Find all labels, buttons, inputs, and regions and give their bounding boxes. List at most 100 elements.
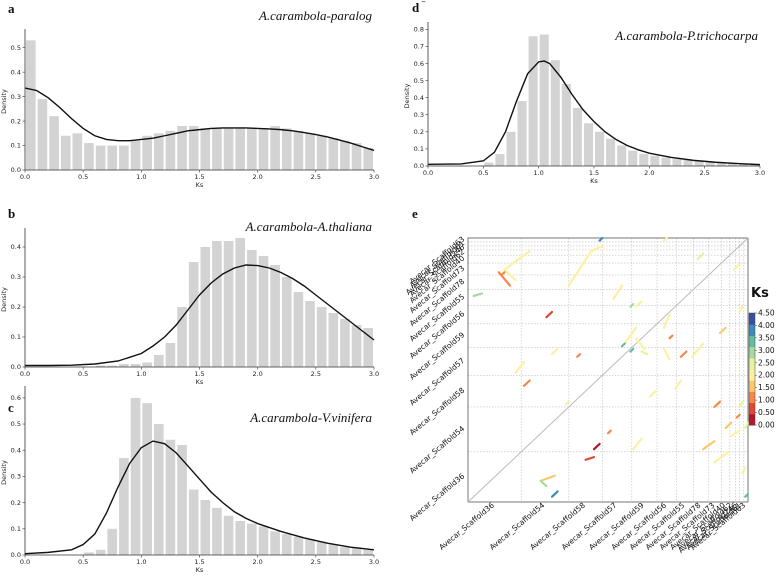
x-tick-label: 0.5 — [78, 173, 88, 181]
histogram-bar — [539, 34, 549, 166]
synteny-segment — [674, 379, 682, 390]
histogram-bar — [316, 135, 327, 170]
colorbar-tick-label: 1.00 — [758, 396, 775, 405]
synteny-segment — [713, 450, 730, 464]
x-axis-label: Ks — [590, 177, 598, 185]
synteny-segment — [713, 400, 722, 409]
synteny-segment — [584, 456, 596, 461]
synteny-segment — [598, 236, 604, 242]
histogram-bar — [506, 131, 516, 166]
histogram-bar — [165, 130, 176, 170]
synteny-segment — [738, 305, 744, 314]
histogram-bar — [223, 241, 234, 367]
histogram-bar — [188, 489, 199, 555]
x-axis-label: Ks — [196, 181, 204, 189]
histogram-bar — [528, 36, 538, 166]
histogram-bar — [200, 500, 211, 555]
synteny-segment — [503, 250, 531, 271]
histogram-bar — [177, 125, 187, 170]
x-axis-label: Ks — [196, 378, 204, 386]
synteny-segment — [679, 350, 688, 358]
histogram-bar — [617, 145, 627, 166]
diagonal-line — [467, 237, 749, 503]
plot-frame — [467, 237, 749, 503]
histogram-bar — [340, 140, 350, 170]
histogram-bar — [177, 445, 187, 555]
y-tick-label: 0.1 — [414, 145, 424, 153]
y-axis-label: Density — [0, 460, 8, 485]
synteny-segment — [668, 334, 674, 340]
histogram-bar — [270, 531, 280, 555]
histogram-bar — [212, 128, 222, 170]
x-tick-label: 2.5 — [311, 173, 321, 181]
x-tick-label: 1.5 — [194, 370, 204, 378]
histogram-bar — [628, 150, 638, 166]
x-tick-label: 1.5 — [589, 169, 599, 177]
synteny-segment — [620, 342, 626, 348]
histogram-bar — [293, 536, 304, 555]
x-tick-label: 3.0 — [369, 558, 379, 566]
colorbar-tick-label: 3.50 — [758, 333, 775, 342]
histogram-bar — [661, 157, 671, 166]
panel-label: d — [412, 0, 420, 15]
histogram-bar — [705, 161, 715, 166]
synteny-segment — [634, 300, 643, 308]
histogram-bar — [749, 164, 759, 166]
histogram-bar — [107, 365, 118, 367]
histogram-bar — [258, 256, 269, 367]
colorbar-tick-label: 2.00 — [758, 371, 775, 380]
panel-b-ks-density: b A.carambola-A.thaliana 0.0 0.5 1.0 1.5 2.0 2.… — [0, 206, 379, 386]
colorbar-tick-label: 4.50 — [758, 309, 775, 318]
y-tick-label: 0.2 — [11, 303, 21, 311]
x-tick-label: 2.5 — [311, 558, 321, 566]
synteny-segment — [567, 250, 593, 287]
x-tick-label: 2.5 — [311, 370, 321, 378]
x-tick-label: 3.0 — [369, 173, 379, 181]
histogram-bar — [95, 365, 106, 367]
x-tick-label: 0.5 — [478, 169, 488, 177]
y-tick-label: 0.4 — [11, 446, 21, 454]
histogram-bar — [37, 99, 48, 170]
synteny-segment — [629, 302, 635, 308]
histogram-bar — [142, 403, 152, 555]
histogram-bar — [212, 241, 222, 367]
histogram-bar — [107, 145, 118, 170]
synteny-segment — [702, 440, 716, 451]
histogram-bar — [363, 147, 373, 170]
y-axis-label: Density — [0, 89, 8, 114]
synteny-segment — [640, 350, 649, 356]
x-tick-label: 1.0 — [533, 169, 543, 177]
histogram-bar — [328, 313, 339, 367]
synteny-segment — [732, 263, 741, 271]
y-tick-label: 0.4 — [414, 94, 424, 102]
histogram-bar — [26, 40, 36, 171]
colorbar-segment — [749, 413, 755, 426]
x-tick-label: 1.0 — [136, 558, 146, 566]
synteny-segment — [735, 413, 741, 419]
x-tick-label: 1.0 — [136, 370, 146, 378]
histogram-bar — [281, 128, 292, 170]
synteny-segment — [590, 244, 604, 253]
histogram-bar — [235, 520, 246, 555]
panel-label: b — [8, 206, 15, 221]
histogram-bar — [316, 541, 327, 555]
synteny-segment — [539, 474, 556, 482]
y-tick-label: 0.8 — [414, 26, 424, 34]
panel-title: A.carambola-A.thaliana — [245, 219, 373, 234]
synteny-segment — [744, 492, 750, 498]
histogram-bar — [270, 125, 280, 170]
x-tick-label: 0.5 — [78, 558, 88, 566]
synteny-segment — [690, 342, 705, 358]
histogram-bar — [694, 160, 704, 166]
y-tick-label: 0.0 — [11, 551, 21, 559]
colorbar-tick-label: 2.50 — [758, 358, 775, 367]
synteny-segment — [718, 326, 727, 335]
histogram-bar — [495, 154, 505, 166]
y-tick-label: 0.1 — [11, 333, 21, 341]
density-curve — [25, 264, 375, 367]
histogram-bar — [583, 123, 593, 166]
histogram-bar — [165, 343, 176, 367]
y-tick-label: 0.1 — [11, 142, 21, 150]
synteny-segment — [576, 353, 582, 358]
